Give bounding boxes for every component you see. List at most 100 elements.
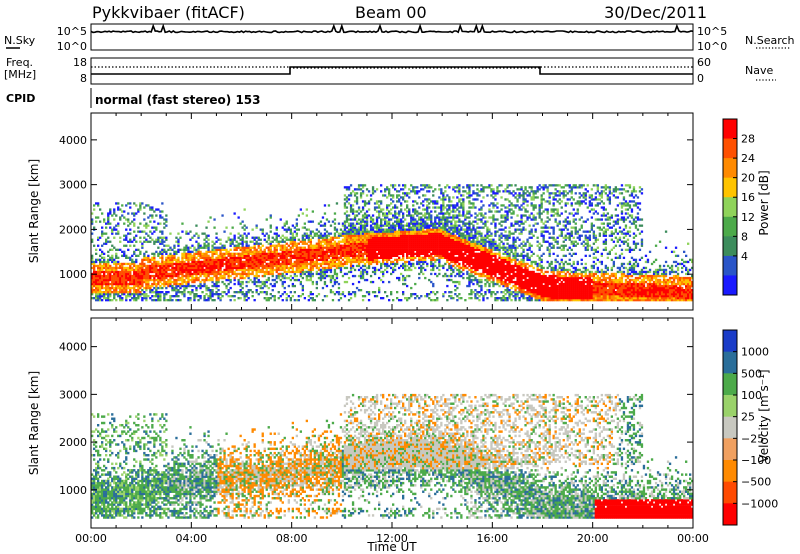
heatmap-cell	[129, 232, 132, 235]
heatmap-cell	[267, 236, 270, 239]
heatmap-cell	[444, 230, 447, 233]
heatmap-cell	[171, 268, 174, 272]
heatmap-cell	[396, 200, 399, 203]
heatmap-cell	[406, 222, 409, 225]
heatmap-cell	[361, 254, 365, 258]
heatmap-cell	[373, 256, 377, 260]
heatmap-cell	[448, 206, 451, 209]
heatmap-cell	[271, 289, 274, 292]
heatmap-cell	[299, 274, 303, 278]
heatmap-cell	[239, 284, 242, 288]
heatmap-cell	[307, 250, 311, 254]
heatmap-cell	[161, 278, 164, 282]
heatmap-cell	[195, 276, 198, 280]
heatmap-cell	[454, 240, 457, 243]
heatmap-cell	[115, 202, 118, 205]
heatmap-cell	[400, 204, 403, 207]
heatmap-cell	[283, 260, 286, 264]
heatmap-cell	[408, 260, 411, 264]
heatmap-cell	[444, 212, 447, 215]
heatmap-cell	[247, 260, 250, 264]
heatmap-cell	[448, 244, 451, 247]
heatmap-cell	[309, 276, 313, 280]
heatmap-cell	[468, 293, 471, 296]
heatmap-cell	[151, 252, 154, 256]
heatmap-cell	[279, 218, 282, 221]
heatmap-cell	[237, 262, 240, 266]
heatmap-cell	[157, 260, 160, 264]
heatmap-cell	[107, 264, 110, 268]
heatmap-cell	[301, 264, 305, 268]
heatmap-cell	[119, 270, 122, 274]
heatmap-cell	[347, 276, 351, 280]
heatmap-cell	[119, 218, 122, 221]
heatmap-cell	[351, 266, 355, 270]
heatmap-cell	[263, 254, 266, 258]
heatmap-cell	[436, 232, 439, 235]
heatmap-cell	[355, 202, 359, 205]
heatmap-cell	[309, 234, 313, 237]
heatmap-cell	[131, 220, 134, 223]
heatmap-cell	[355, 192, 359, 195]
heatmap-cell	[243, 246, 246, 249]
heatmap-cell	[414, 192, 417, 195]
heatmap-cell	[213, 258, 216, 262]
heatmap-cell	[207, 268, 210, 272]
heatmap-cell	[355, 240, 359, 243]
heatmap-cell	[159, 293, 162, 296]
heatmap-cell	[359, 236, 363, 239]
heatmap-cell	[245, 293, 248, 296]
heatmap-cell	[404, 200, 407, 203]
heatmap-cell	[363, 234, 367, 237]
heatmap-cell	[275, 246, 278, 249]
heatmap-cell	[197, 299, 200, 302]
heatmap-cell	[159, 295, 162, 298]
heatmap-cell	[458, 248, 461, 252]
heatmap-cell	[209, 272, 212, 276]
heatmap-cell	[353, 238, 357, 241]
heatmap-cell	[392, 244, 395, 247]
heatmap-cell	[133, 280, 136, 284]
heatmap-cell	[371, 222, 375, 225]
heatmap-cell	[141, 299, 144, 302]
heatmap-cell	[159, 262, 162, 266]
heatmap-cell	[233, 234, 236, 237]
heatmap-cell	[472, 220, 475, 223]
heatmap-cell	[446, 194, 449, 197]
heatmap-cell	[163, 282, 166, 286]
heatmap-cell	[269, 270, 272, 274]
heatmap-cell	[135, 299, 138, 302]
heatmap-cell	[207, 256, 210, 260]
heatmap-cell	[325, 242, 329, 245]
heatmap-cell	[335, 248, 339, 252]
heatmap-cell	[327, 262, 331, 266]
heatmap-cell	[201, 252, 204, 256]
heatmap-cell	[440, 204, 443, 207]
heatmap-cell	[211, 252, 214, 256]
heatmap-cell	[325, 244, 329, 247]
heatmap-cell	[478, 260, 481, 264]
heatmap-cell	[187, 282, 190, 286]
heatmap-cell	[303, 254, 307, 258]
heatmap-cell	[209, 250, 212, 254]
heatmap-cell	[414, 293, 417, 296]
heatmap-cell	[333, 280, 337, 284]
heatmap-cell	[400, 228, 403, 231]
heatmap-cell	[125, 295, 128, 298]
heatmap-cell	[412, 254, 415, 258]
heatmap-cell	[141, 244, 144, 247]
heatmap-cell	[311, 252, 315, 256]
heatmap-cell	[458, 224, 461, 227]
heatmap-cell	[197, 244, 200, 247]
heatmap-cell	[91, 284, 94, 288]
heatmap-cell	[275, 260, 278, 264]
heatmap-cell	[426, 244, 429, 247]
heatmap-cell	[402, 216, 405, 219]
heatmap-cell	[283, 250, 286, 254]
heatmap-cell	[155, 268, 158, 272]
heatmap-cell	[380, 248, 383, 252]
heatmap-cell	[398, 234, 401, 237]
heatmap-cell	[161, 264, 164, 268]
heatmap-cell	[462, 208, 465, 211]
heatmap-cell	[355, 230, 359, 233]
